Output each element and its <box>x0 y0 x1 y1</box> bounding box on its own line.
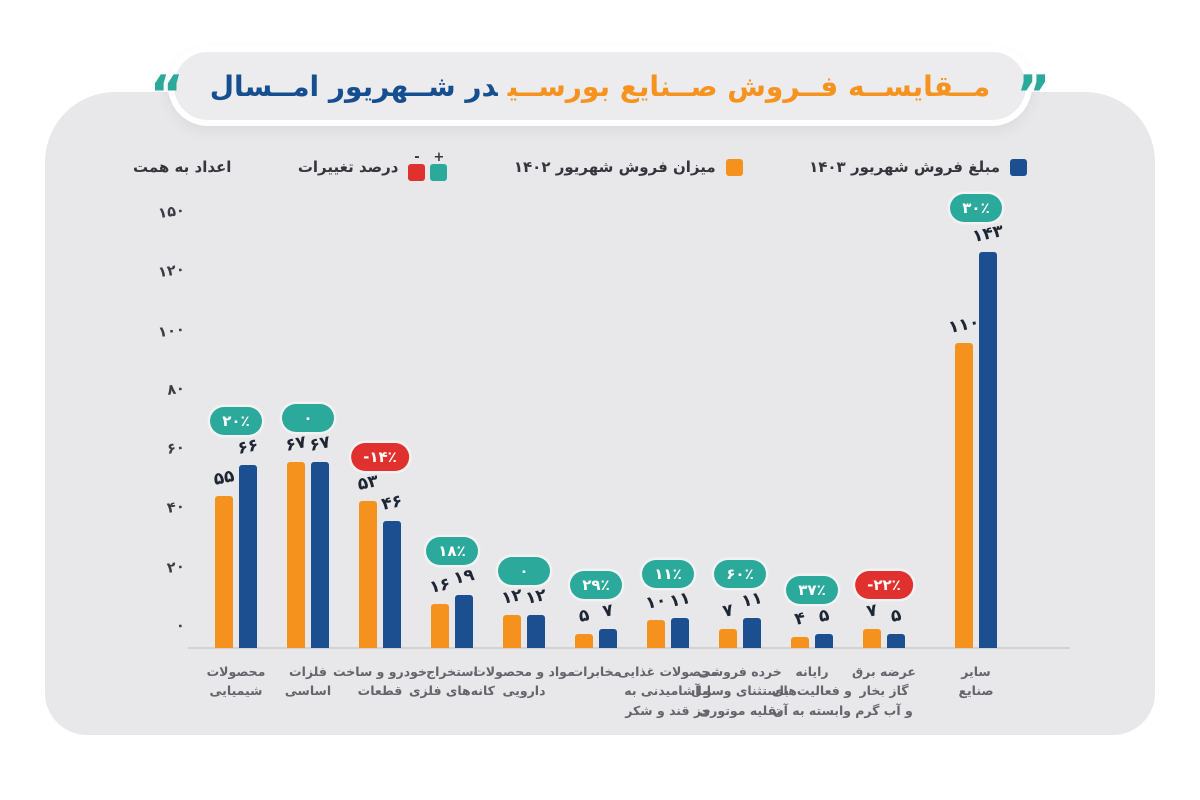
minus-sign: - <box>414 150 420 165</box>
category-label: محصولات غذایی و آشامیدنی به جز قند و شکر <box>617 664 719 718</box>
category-label: خرده فروشی باستثنای وسایل نقلیه موتوری <box>690 664 790 718</box>
bar-1402 <box>287 462 305 648</box>
bar-1402 <box>503 615 521 648</box>
bar-1402 <box>719 629 737 648</box>
bar-1403 <box>527 615 545 648</box>
bar-1403 <box>239 465 257 648</box>
title-part-industries: مــقایســه فــروش صــنایع بورســی <box>507 69 991 103</box>
bar-1403 <box>887 634 905 648</box>
page-title: مــقایســه فــروش صــنایع بورســی در شــه… <box>210 70 990 103</box>
category-label: محصولات شیمیایی <box>206 664 266 699</box>
bar-1402 <box>215 496 233 648</box>
title-pill: “ مــقایســه فــروش صــنایع بورســیدر شـ… <box>150 46 1050 126</box>
negative-swatch-icon <box>408 164 426 181</box>
change-badge: ۳۰٪ <box>950 194 1002 222</box>
bar-1403 <box>815 634 833 648</box>
legend-swatch-1403 <box>1010 158 1027 176</box>
change-badge: ۰ <box>282 404 334 432</box>
unit-note: اعداد به همت <box>133 158 232 176</box>
change-badge: ۲۰٪ <box>210 407 262 435</box>
bar-1402 <box>863 629 881 648</box>
x-axis-line <box>188 647 1070 649</box>
change-badge: -۲۲٪ <box>855 571 913 599</box>
bar-1403 <box>979 252 997 648</box>
change-badge: ۲۹٪ <box>570 571 622 599</box>
bar-1403 <box>599 629 617 648</box>
positive-swatch-icon <box>430 164 448 181</box>
legend-item-changes: - + درصد تغییرات <box>297 150 448 181</box>
bar-1403 <box>311 462 329 648</box>
change-badge: ۶۰٪ <box>714 560 766 588</box>
category-label: فلزات اساسی <box>284 664 332 699</box>
change-badge: ۱۸٪ <box>426 537 478 565</box>
change-badge: ۳۷٪ <box>786 576 838 604</box>
legend-item-unit: اعداد به همت <box>133 158 231 176</box>
category-label: مخابرات <box>570 664 622 679</box>
category-label: استخراج کانه‌های فلزی <box>409 664 495 699</box>
category-label: مواد و محصولات دارویی <box>473 664 575 699</box>
legend-item-1403: مبلغ فروش شهریور ۱۴۰۳ <box>809 158 1027 176</box>
legend: مبلغ فروش شهریور ۱۴۰۳ میزان فروش شهریور … <box>45 148 1155 186</box>
plus-sign: + <box>433 150 445 165</box>
bar-1402 <box>359 501 377 648</box>
bar-1402 <box>647 620 665 648</box>
legend-swatch-1402 <box>725 158 743 176</box>
category-label: عرضه برق گاز بخار و آب گرم <box>852 664 916 718</box>
bar-1403 <box>671 618 689 648</box>
bar-1403 <box>455 595 473 648</box>
legend-label-changes: درصد تغییرات <box>297 158 399 176</box>
legend-label-1402: میزان فروش شهریور ۱۴۰۲ <box>513 158 716 176</box>
change-badge: ۱۱٪ <box>642 560 694 588</box>
bar-1402 <box>791 637 809 648</box>
bar-1402 <box>575 634 593 648</box>
bar-1403 <box>743 618 761 648</box>
bar-1402 <box>955 343 973 648</box>
category-label: رایانه و فعالیت‌های وابسته به آن <box>772 664 852 718</box>
legend-item-1402: میزان فروش شهریور ۱۴۰۲ <box>514 158 743 176</box>
changes-negative-swatch: - <box>408 150 426 181</box>
category-label: خودرو و ساخت قطعات <box>333 664 427 699</box>
changes-positive-swatch: + <box>430 150 448 181</box>
bar-1402 <box>431 604 449 648</box>
legend-label-1403: مبلغ فروش شهریور ۱۴۰۳ <box>809 158 1000 176</box>
title-part-month: در شــهریور امــسال <box>209 69 498 103</box>
changes-swatches: - + <box>408 150 448 181</box>
bar-1403 <box>383 521 401 648</box>
change-badge: ۰ <box>498 557 550 585</box>
category-label: سایر صنایع <box>958 664 994 699</box>
change-badge: -۱۴٪ <box>351 443 409 471</box>
